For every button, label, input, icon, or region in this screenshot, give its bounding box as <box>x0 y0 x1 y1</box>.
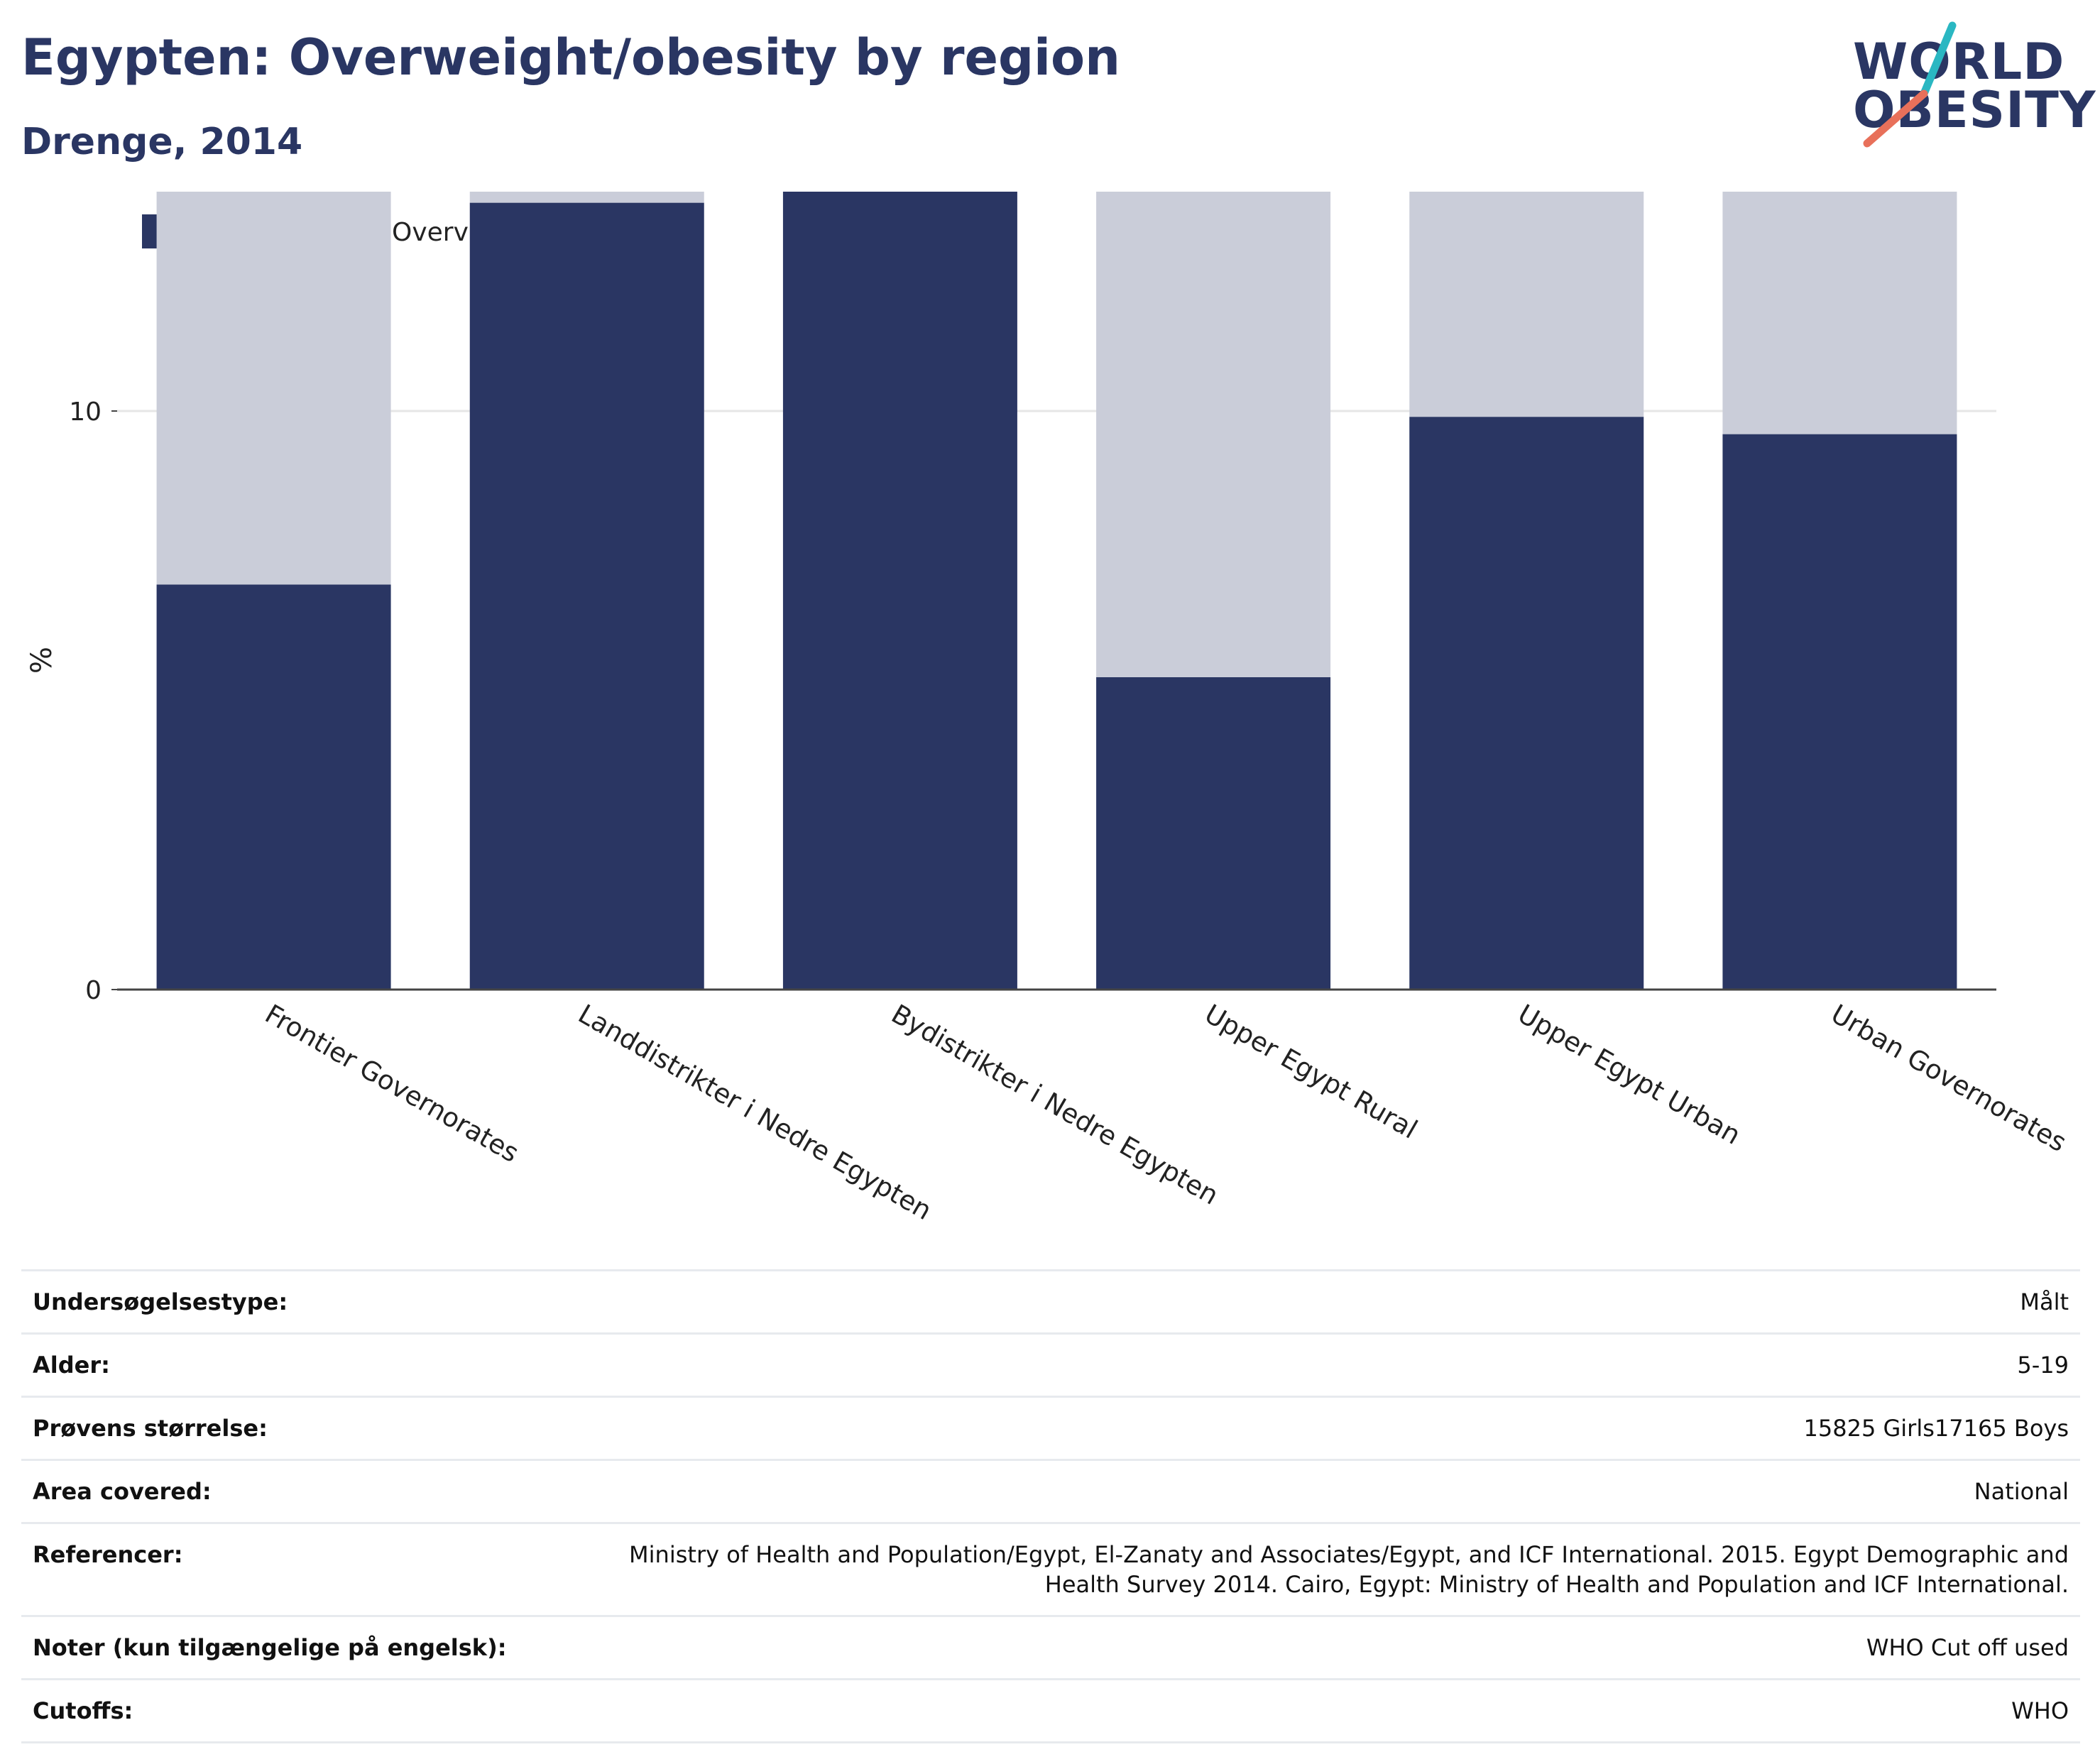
info-label: Cutoffs: <box>33 1697 133 1724</box>
logo-line-2: OBESITY <box>1853 81 2096 139</box>
page-subtitle: Drenge, 2014 <box>21 121 303 163</box>
bar-obesity <box>156 584 391 990</box>
info-value: National <box>1974 1478 2069 1505</box>
info-label: Noter (kun tilgængelige på engelsk): <box>33 1634 507 1661</box>
survey-info-table: Undersøgelsestype: Målt Alder: 5-19 Prøvens … <box>21 1269 2080 1743</box>
x-category-label: Urban Governorates <box>1826 999 2072 1159</box>
y-tick-label: 0 <box>85 976 102 1005</box>
y-axis-ticks: 010203040 <box>69 398 117 1005</box>
info-value: 15825 Girls17165 Boys <box>1803 1415 2069 1442</box>
info-label: Alder: <box>33 1352 110 1379</box>
page-title: Egypten: Overweight/obesity by region <box>21 28 1120 87</box>
info-row: Cutoffs: WHO <box>21 1679 2080 1743</box>
bar-overweight <box>1409 192 1644 417</box>
info-row: Undersøgelsestype: Målt <box>21 1270 2080 1334</box>
world-obesity-logo: WORLD OBESITY <box>1853 21 2096 149</box>
x-category-label: Bydistrikter i Nedre Egypten <box>886 999 1223 1211</box>
logo-slash-teal <box>1920 21 1957 98</box>
info-label: Undersøgelsestype: <box>33 1288 288 1315</box>
x-category-label: Frontier Governorates <box>260 999 524 1169</box>
info-row: Referencer: Ministry of Health and Popula… <box>21 1523 2080 1616</box>
bar-obesity <box>469 202 704 990</box>
logo-slash-icon <box>1863 21 1957 148</box>
bar-overweight <box>1722 192 1957 434</box>
info-row: Prøvens størrelse: 15825 Girls17165 Boys <box>21 1396 2080 1460</box>
chart-gridlines <box>117 410 1996 412</box>
info-value: Ministry of Health and Population/Egypt,… <box>629 1541 2069 1598</box>
bar-obesity <box>1409 417 1644 990</box>
x-axis-labels: Frontier Governorates Landdistrikter i Ne… <box>260 999 2072 1227</box>
info-value: WHO <box>2011 1697 2069 1724</box>
x-category-label: Landdistrikter i Nedre Egypten <box>573 999 936 1227</box>
bar-overweight <box>156 192 391 585</box>
info-value: WHO Cut off used <box>1866 1634 2069 1661</box>
logo-slash-coral <box>1863 89 1928 148</box>
info-label: Referencer: <box>33 1541 183 1568</box>
bar-obesity <box>1096 677 1331 990</box>
y-tick-label: 10 <box>69 398 102 427</box>
info-value: Målt <box>2020 1288 2069 1315</box>
logo-line-1: WORLD <box>1853 33 2065 91</box>
info-row: Noter (kun tilgængelige på engelsk): WHO … <box>21 1616 2080 1680</box>
info-value: 5-19 <box>2017 1352 2069 1379</box>
bar-overweight <box>469 192 704 203</box>
bar-overweight <box>1096 192 1331 677</box>
info-label: Prøvens størrelse: <box>33 1415 268 1442</box>
info-row: Area covered: National <box>21 1460 2080 1523</box>
info-label: Area covered: <box>33 1478 212 1505</box>
bar-obesity <box>782 192 1017 990</box>
chart-bars <box>156 192 1957 990</box>
x-category-label: Upper Egypt Rural <box>1200 999 1423 1145</box>
bar-obesity <box>1722 434 1957 990</box>
x-category-label: Upper Egypt Urban <box>1513 999 1746 1151</box>
y-axis-title: % <box>26 647 58 674</box>
info-row: Alder: 5-19 <box>21 1333 2080 1397</box>
stacked-bar-chart: FedmeOvervægt 010203040 Frontier Governo… <box>26 192 2072 1227</box>
